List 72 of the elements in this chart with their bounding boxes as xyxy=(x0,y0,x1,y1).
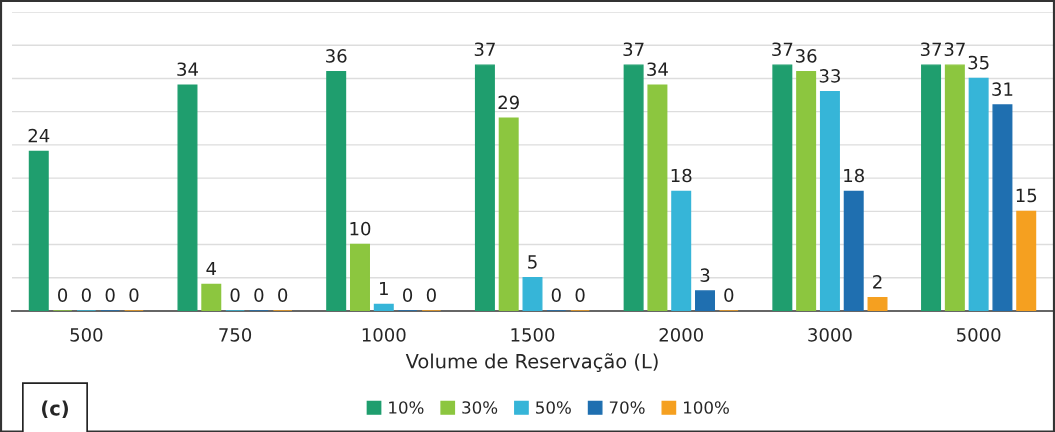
data-label: 3 xyxy=(700,268,710,283)
data-label: 0 xyxy=(81,288,91,302)
bar xyxy=(695,290,715,311)
x-tick-label: 2000 xyxy=(659,327,703,342)
data-label: 15 xyxy=(1016,188,1037,203)
data-label: 1 xyxy=(380,281,388,296)
x-tick-label: 500 xyxy=(70,327,103,342)
x-tick-label: 3000 xyxy=(808,327,852,342)
data-label: 0 xyxy=(551,288,561,302)
data-label: 0 xyxy=(129,288,139,302)
data-label: 0 xyxy=(105,288,115,302)
data-label: 24 xyxy=(28,128,50,143)
legend-label: 100% xyxy=(684,401,729,414)
data-label: 35 xyxy=(968,55,989,70)
data-label: 0 xyxy=(724,288,734,302)
data-label: 37 xyxy=(944,42,965,57)
data-label: 5 xyxy=(528,255,537,269)
data-label: 37 xyxy=(474,42,495,57)
data-label: 37 xyxy=(920,42,941,57)
bar xyxy=(921,64,942,311)
bar xyxy=(498,117,519,311)
bar xyxy=(647,84,668,311)
data-label: 10 xyxy=(350,221,371,236)
data-label: 0 xyxy=(58,288,68,302)
bar xyxy=(819,91,840,311)
legend-label: 50% xyxy=(536,401,571,414)
data-label: 29 xyxy=(498,95,519,110)
x-tick-label: 1500 xyxy=(511,327,555,342)
data-label: 18 xyxy=(844,168,864,183)
bar xyxy=(944,64,965,311)
bar xyxy=(796,71,817,311)
legend-label: 10% xyxy=(389,401,424,414)
data-label: 0 xyxy=(230,288,240,302)
data-label: 0 xyxy=(426,288,436,302)
data-label: 36 xyxy=(796,49,817,63)
bar xyxy=(373,303,394,311)
bar xyxy=(522,277,543,311)
data-label: 33 xyxy=(819,69,840,83)
bar xyxy=(843,190,864,311)
data-label: 34 xyxy=(177,62,198,77)
bar xyxy=(177,84,198,311)
data-label: 36 xyxy=(326,49,347,63)
data-label: 34 xyxy=(647,62,668,77)
bar xyxy=(992,104,1013,311)
bar xyxy=(867,297,888,311)
bar xyxy=(28,150,49,311)
text: (c) xyxy=(42,400,68,418)
data-label: 31 xyxy=(992,82,1013,96)
legend-label: 70% xyxy=(609,401,645,414)
x-tick-label: 5000 xyxy=(957,327,1001,342)
data-label: 0 xyxy=(403,288,413,302)
data-label: 37 xyxy=(623,42,644,57)
bar xyxy=(326,71,347,311)
x-tick-label: 1000 xyxy=(362,327,406,342)
data-label: 0 xyxy=(278,288,288,302)
bar xyxy=(772,64,793,311)
bar xyxy=(201,283,222,311)
data-label: 2 xyxy=(873,275,882,289)
bar xyxy=(474,64,495,311)
bar xyxy=(968,77,989,311)
x-axis-title: Volume de Reservação (L) xyxy=(405,353,658,373)
bar xyxy=(350,243,370,311)
data-label: 18 xyxy=(671,168,692,183)
bar xyxy=(671,190,692,311)
data-label: 0 xyxy=(254,288,264,302)
bar xyxy=(623,64,644,311)
x-tick-label: 750 xyxy=(219,327,252,342)
bar xyxy=(1016,210,1037,311)
legend-label: 30% xyxy=(462,401,498,414)
data-label: 0 xyxy=(575,288,585,302)
data-label: 4 xyxy=(206,261,217,276)
data-label: 37 xyxy=(772,42,793,57)
